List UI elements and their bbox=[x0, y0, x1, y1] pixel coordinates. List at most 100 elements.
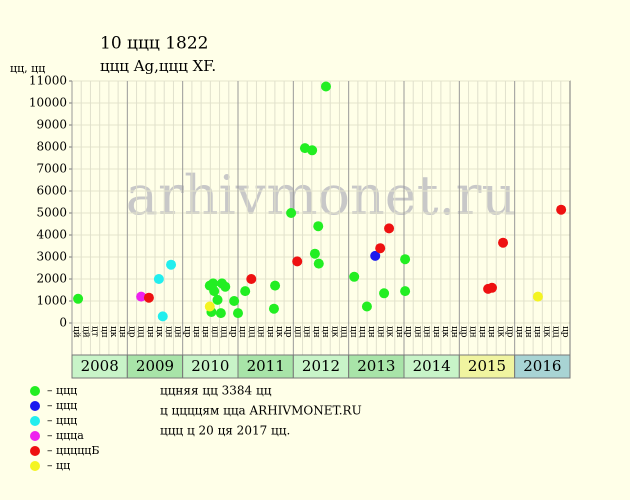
note: ццняя цц 3384 цц bbox=[160, 384, 272, 398]
data-point bbox=[375, 243, 386, 254]
data-point bbox=[73, 293, 84, 304]
legend-marker bbox=[30, 461, 40, 471]
x-tick-label: цн bbox=[173, 326, 183, 338]
x-tick-label: цн bbox=[265, 326, 275, 338]
year-label: 2010 bbox=[191, 357, 229, 375]
x-tick-label: цц bbox=[339, 326, 349, 338]
legend-label: – ццц bbox=[47, 384, 77, 397]
legend-marker bbox=[30, 446, 40, 456]
x-tick-label: цн bbox=[163, 326, 173, 338]
y-tick-label: 9000 bbox=[36, 118, 67, 132]
data-point bbox=[361, 301, 372, 312]
data-point bbox=[136, 291, 147, 302]
data-point bbox=[384, 223, 395, 234]
x-tick-label: цр bbox=[283, 326, 293, 338]
data-point bbox=[313, 221, 324, 232]
legend-label: – цццццБ bbox=[47, 444, 99, 457]
data-point bbox=[320, 81, 331, 92]
data-point bbox=[268, 303, 279, 314]
x-tick-label: цр bbox=[458, 326, 468, 338]
x-tick-label: цр bbox=[505, 326, 515, 338]
data-point bbox=[498, 237, 509, 248]
y-tick-label: 1000 bbox=[36, 294, 67, 308]
x-tick-label: цп bbox=[348, 326, 358, 338]
x-tick-label: цн bbox=[431, 326, 441, 338]
x-tick-label: цй bbox=[80, 326, 90, 338]
data-point bbox=[143, 292, 154, 303]
note: ццц ц 20 ця 2017 цц. bbox=[160, 424, 290, 438]
x-tick-label: цн bbox=[302, 326, 312, 338]
data-point bbox=[246, 274, 257, 284]
data-point bbox=[212, 294, 223, 305]
data-point bbox=[349, 271, 360, 282]
data-point bbox=[292, 256, 303, 267]
x-tick-label: цк bbox=[495, 326, 505, 338]
x-tick-label: цн bbox=[375, 326, 385, 338]
y-tick-label: 10000 bbox=[29, 96, 67, 110]
y-tick-label: 0 bbox=[59, 316, 67, 330]
x-tick-label: цн bbox=[449, 326, 459, 338]
x-tick-label: цк bbox=[274, 326, 284, 338]
data-point bbox=[153, 274, 164, 284]
y-tick-label: 6000 bbox=[36, 184, 67, 198]
x-tick-label: цр bbox=[228, 326, 238, 338]
y-tick-label: 8000 bbox=[36, 140, 67, 154]
x-tick-label: цт bbox=[90, 326, 100, 337]
x-tick-label: цк bbox=[541, 326, 551, 338]
x-tick-label: цц bbox=[551, 326, 561, 338]
legend-marker bbox=[30, 401, 40, 411]
x-tick-label: цк bbox=[108, 326, 118, 338]
legend-label: – ццц bbox=[47, 414, 77, 427]
year-label: 2013 bbox=[357, 357, 395, 375]
x-tick-label: цн bbox=[191, 326, 201, 338]
x-tick-label: цн bbox=[477, 326, 487, 338]
x-tick-label: цн bbox=[117, 326, 127, 338]
x-tick-label: цн bbox=[311, 326, 321, 338]
data-point bbox=[556, 204, 567, 215]
year-label: 2014 bbox=[413, 357, 451, 375]
year-label: 2012 bbox=[302, 357, 340, 375]
y-tick-label: 3000 bbox=[36, 250, 67, 264]
x-tick-label: цр bbox=[126, 326, 136, 338]
legend-label: – ццца bbox=[47, 429, 84, 442]
data-point bbox=[309, 248, 320, 259]
x-tick-label: цн bbox=[532, 326, 542, 338]
x-tick-label: цн bbox=[486, 326, 496, 338]
note: ц ццццям цца ARHIVMONET.RU bbox=[160, 404, 362, 418]
data-point bbox=[209, 286, 220, 297]
y-tick-label: 4000 bbox=[36, 228, 67, 242]
year-band bbox=[514, 354, 571, 379]
x-tick-label: цр bbox=[403, 326, 413, 338]
x-tick-label: цц bbox=[219, 326, 229, 338]
x-tick-label: цн bbox=[422, 326, 432, 338]
legend-marker bbox=[30, 386, 40, 396]
data-point bbox=[157, 311, 168, 322]
x-tick-label: цц bbox=[136, 326, 146, 338]
year-label: 2009 bbox=[136, 357, 174, 375]
x-tick-label: цн bbox=[200, 326, 210, 338]
data-point bbox=[370, 250, 381, 261]
chart-subtitle: ццц Ag,ццц XF. bbox=[100, 57, 216, 75]
data-point bbox=[240, 286, 251, 297]
x-tick-label: цн bbox=[256, 326, 266, 338]
x-tick-label: цп bbox=[209, 326, 219, 338]
data-point bbox=[233, 308, 243, 319]
y-tick-label: 11000 bbox=[29, 74, 67, 88]
legend-marker bbox=[30, 416, 40, 426]
x-tick-label: цн bbox=[514, 326, 524, 338]
data-point bbox=[204, 301, 215, 312]
x-tick-label: цн bbox=[320, 326, 330, 338]
x-tick-label: цн bbox=[366, 326, 376, 338]
data-point bbox=[379, 288, 390, 299]
data-point bbox=[208, 278, 219, 289]
data-point bbox=[220, 281, 231, 292]
x-tick-label: цк bbox=[385, 326, 395, 338]
year-label: 2008 bbox=[81, 357, 119, 375]
legend-label: – ццц bbox=[47, 399, 77, 412]
data-point bbox=[270, 280, 281, 291]
data-point bbox=[400, 286, 411, 297]
data-point bbox=[166, 259, 177, 270]
y-tick-label: 2000 bbox=[36, 272, 67, 286]
year-label: 2011 bbox=[247, 357, 285, 375]
